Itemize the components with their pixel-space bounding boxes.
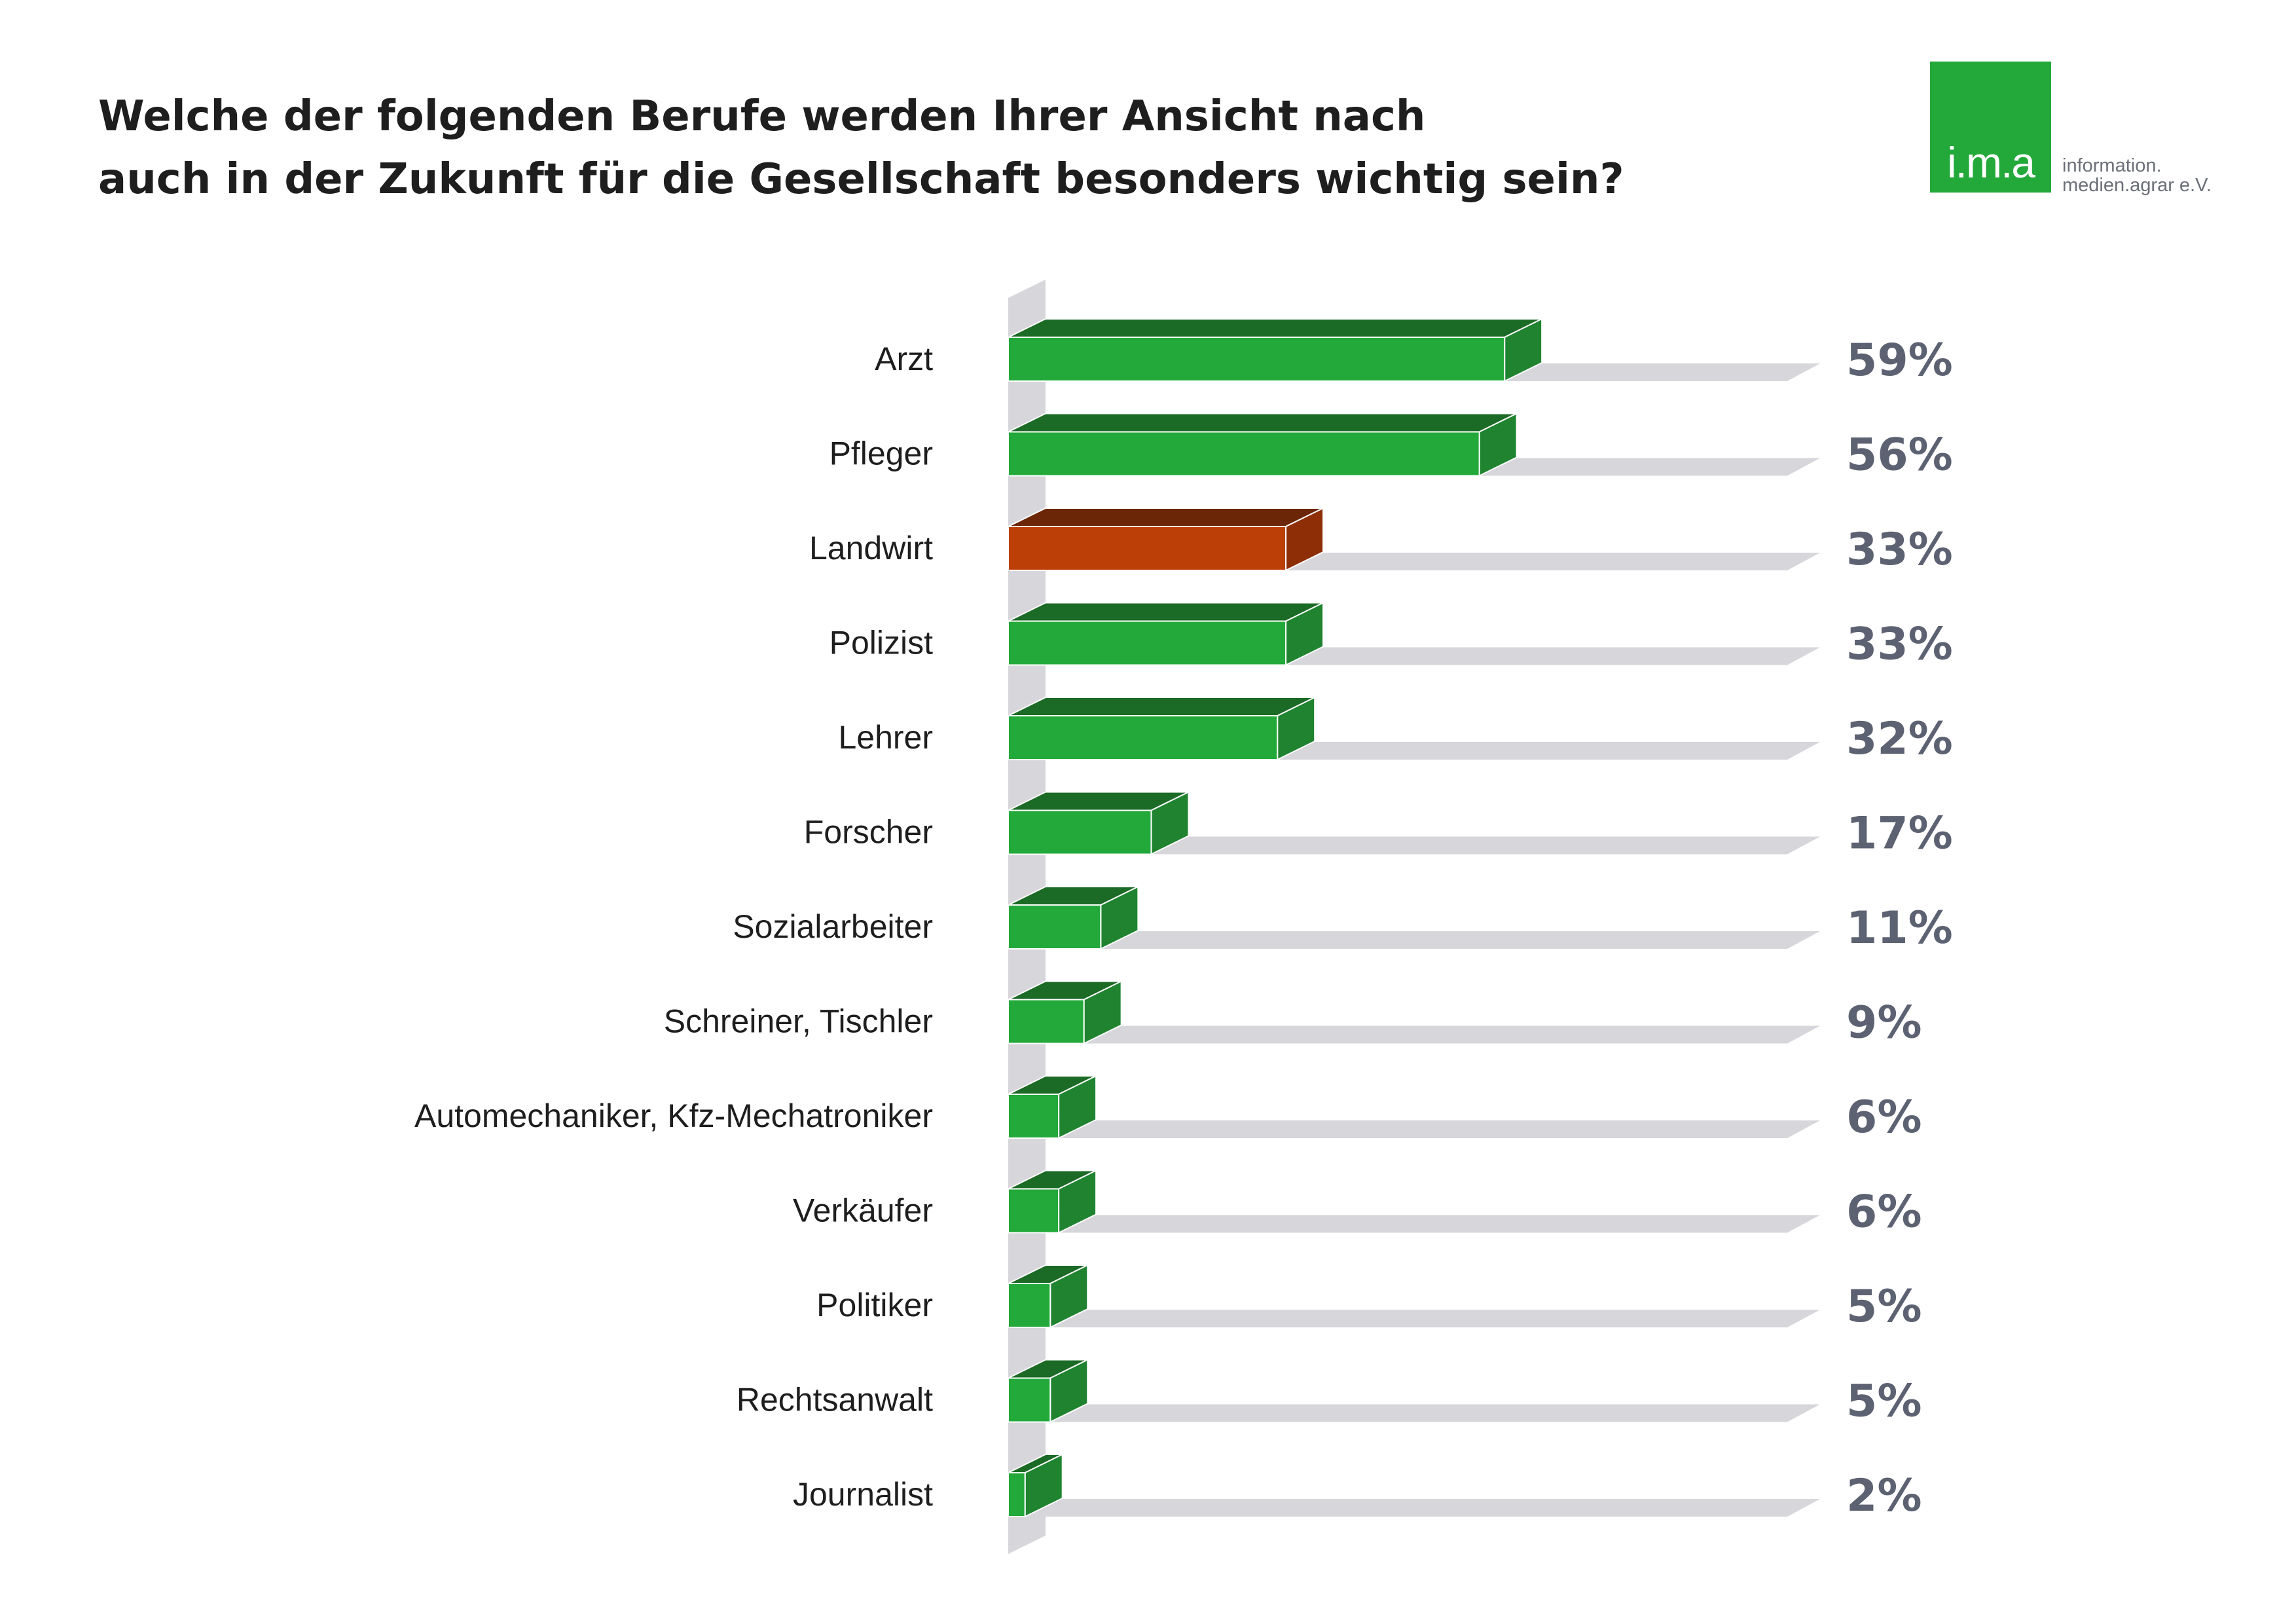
- bar-track: [1008, 1025, 1820, 1044]
- value-label: 33%: [1846, 619, 1953, 671]
- bar-top: [1008, 602, 1324, 622]
- category-label: Arzt: [875, 341, 933, 377]
- bar-top: [1008, 413, 1518, 433]
- value-label: 11%: [1846, 902, 1953, 954]
- value-label: 56%: [1846, 430, 1953, 481]
- bar-top: [1008, 507, 1324, 527]
- bar-rows: Arzt 59% Pfleger 56% Landwirt 33% Polizist 33% L…: [414, 318, 1953, 1522]
- bar: [1008, 337, 1506, 382]
- logo-mark: i.m.a: [1946, 138, 2035, 187]
- category-label: Schreiner, Tischler: [664, 1003, 933, 1040]
- category-label: Forscher: [804, 814, 933, 851]
- value-label: 33%: [1846, 524, 1953, 576]
- bar: [1008, 999, 1085, 1044]
- ima-logo: i.m.a: [1930, 62, 2051, 193]
- value-label: 32%: [1846, 713, 1953, 765]
- category-label: Journalist: [793, 1476, 933, 1513]
- bar-top: [1008, 697, 1316, 716]
- category-label: Sozialarbeiter: [733, 908, 933, 945]
- bar: [1008, 715, 1279, 760]
- bar: [1008, 1472, 1026, 1517]
- bar: [1008, 904, 1102, 950]
- bar-track: [1008, 1120, 1820, 1138]
- value-label: 6%: [1846, 1187, 1922, 1238]
- category-label: Pfleger: [829, 435, 933, 472]
- chart-title-line-1: Welche der folgenden Berufe werden Ihrer…: [98, 92, 1426, 141]
- chart-title: Welche der folgenden Berufe werden Ihrer…: [98, 85, 1735, 211]
- bar-track: [1008, 1310, 1820, 1327]
- bar: [1008, 1094, 1060, 1139]
- bar-track: [1008, 1215, 1820, 1233]
- value-label: 17%: [1846, 808, 1953, 860]
- logo-tagline-line-1: information.: [2062, 155, 2162, 176]
- category-label: Landwirt: [809, 530, 933, 566]
- bar-top: [1008, 318, 1543, 338]
- category-label: Verkäufer: [793, 1192, 933, 1229]
- bar: [1008, 1377, 1051, 1423]
- logo-tagline-line-2: medien.agrar e.V.: [2062, 175, 2212, 196]
- bar: [1008, 809, 1152, 855]
- bar: [1008, 1283, 1051, 1328]
- category-label: Rechtsanwalt: [737, 1382, 933, 1418]
- value-label: 2%: [1846, 1470, 1922, 1522]
- bar-track: [1008, 931, 1820, 949]
- category-label: Automechaniker, Kfz-Mechatroniker: [414, 1098, 933, 1134]
- value-label: 59%: [1846, 335, 1953, 386]
- bar: [1008, 431, 1480, 477]
- bar: [1008, 620, 1287, 666]
- value-label: 6%: [1846, 1092, 1922, 1143]
- bar-track: [1008, 1499, 1820, 1517]
- logo-tagline: information. medien.agrar e.V.: [2062, 156, 2212, 195]
- bar: [1008, 526, 1287, 571]
- value-label: 5%: [1846, 1281, 1922, 1333]
- bar-track: [1008, 1404, 1820, 1422]
- category-label: Lehrer: [838, 719, 933, 756]
- category-label: Politiker: [816, 1287, 933, 1323]
- category-label: Polizist: [829, 625, 933, 661]
- bar-track: [1008, 836, 1820, 855]
- chart-title-line-2: auch in der Zukunft für die Gesellschaft…: [98, 155, 1624, 204]
- value-label: 5%: [1846, 1376, 1922, 1428]
- bar: [1008, 1188, 1060, 1234]
- value-label: 9%: [1846, 997, 1922, 1049]
